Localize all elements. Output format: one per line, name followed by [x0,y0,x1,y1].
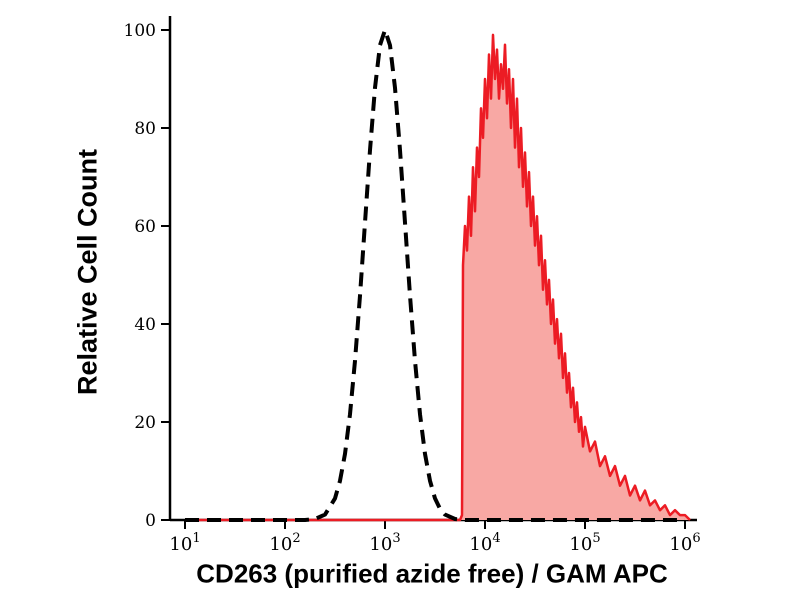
y-tick-label: 80 [134,119,156,139]
y-tick-label: 60 [134,217,156,237]
control-curve [185,28,685,522]
stained-sample-curve [185,33,691,522]
stained-sample-fill [185,34,690,521]
x-tick-label: 104 [469,531,500,555]
x-tick-label: 102 [269,531,300,555]
x-tick-label: 105 [569,531,600,555]
x-tick-label: 103 [369,531,400,555]
y-tick-label: 20 [134,413,156,433]
x-axis-title: CD263 (purified azide free) / GAM APC [196,558,668,589]
y-tick-label: 100 [124,21,156,41]
y-tick-label: 0 [145,511,156,531]
x-tick-label: 101 [169,531,200,555]
x-tick-label: 106 [669,531,700,555]
y-axis-title: Relative Cell Count [72,148,103,396]
y-tick-label: 40 [134,315,156,335]
